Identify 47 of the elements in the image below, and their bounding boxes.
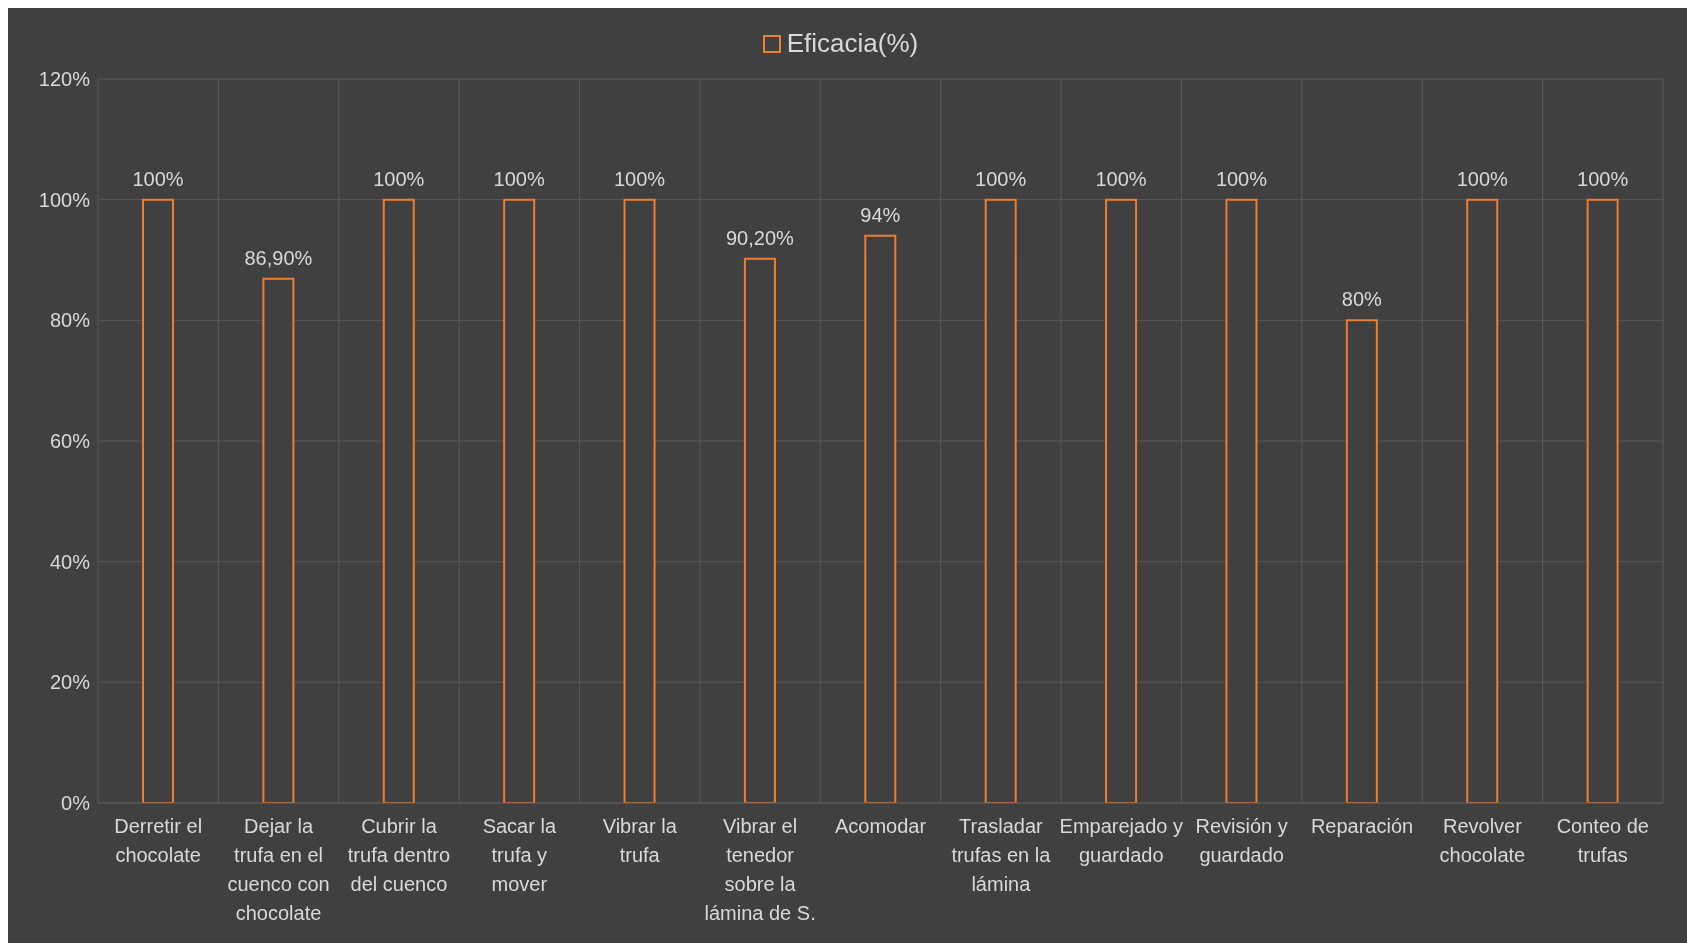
data-label: 100% bbox=[1577, 167, 1629, 190]
data-label: 100% bbox=[1456, 167, 1509, 190]
data-label: 94% bbox=[860, 203, 901, 226]
data-label: 100% bbox=[1215, 167, 1268, 190]
x-tick-label: Cubrir la trufa dentro del cuenco bbox=[347, 815, 451, 895]
data-label: 86,90% bbox=[244, 246, 313, 269]
y-tick-label: 40% bbox=[49, 550, 91, 573]
data-label: 100% bbox=[373, 167, 425, 190]
bar bbox=[262, 277, 295, 803]
bar bbox=[1225, 198, 1258, 803]
data-label: 100% bbox=[493, 167, 545, 190]
bar bbox=[382, 198, 415, 803]
bar bbox=[1105, 198, 1138, 803]
y-tick-label: 0% bbox=[61, 792, 91, 815]
bar bbox=[623, 198, 656, 803]
x-tick-label: Dejar la trufa en el cuenco con chocolate bbox=[227, 815, 330, 924]
data-label: 80% bbox=[1341, 288, 1383, 311]
y-tick-label: 120% bbox=[38, 68, 91, 91]
bar bbox=[1345, 319, 1378, 803]
x-tick-label: Derretir el chocolate bbox=[114, 815, 203, 866]
y-tick-label: 60% bbox=[49, 430, 91, 453]
x-tick-label: Emparejado y guardado bbox=[1059, 815, 1183, 866]
data-label: 100% bbox=[613, 167, 666, 190]
x-tick-label: Reparación bbox=[1310, 815, 1414, 837]
y-tick-label: 80% bbox=[49, 309, 91, 332]
bar bbox=[142, 198, 174, 803]
y-tick-label: 20% bbox=[49, 671, 91, 694]
bar bbox=[1586, 198, 1619, 803]
bar bbox=[864, 234, 897, 803]
y-tick-label: 100% bbox=[38, 188, 91, 211]
x-tick-label: Sacar la trufa y mover bbox=[482, 815, 557, 895]
legend-label: Eficacia(%) bbox=[786, 28, 919, 59]
data-label: 100% bbox=[132, 167, 184, 190]
x-tick-label: Trasladar trufas en la lámina bbox=[951, 815, 1052, 895]
bar bbox=[984, 198, 1017, 803]
x-tick-label: Conteo de trufas bbox=[1556, 815, 1649, 866]
data-label: 100% bbox=[1095, 167, 1147, 190]
x-tick-label: Revisión y guardado bbox=[1195, 815, 1288, 866]
x-tick-label: Vibrar el tenedor sobre la lámina de S. bbox=[704, 815, 816, 924]
data-label: 90,20% bbox=[726, 226, 795, 249]
x-tick-label: Vibrar la trufa bbox=[602, 815, 678, 866]
bar bbox=[743, 257, 776, 803]
data-label: 100% bbox=[975, 167, 1027, 190]
bar bbox=[1466, 198, 1499, 803]
x-tick-label: Revolver chocolate bbox=[1439, 815, 1526, 866]
bar bbox=[503, 198, 536, 803]
x-tick-label: Acomodar bbox=[834, 815, 927, 837]
